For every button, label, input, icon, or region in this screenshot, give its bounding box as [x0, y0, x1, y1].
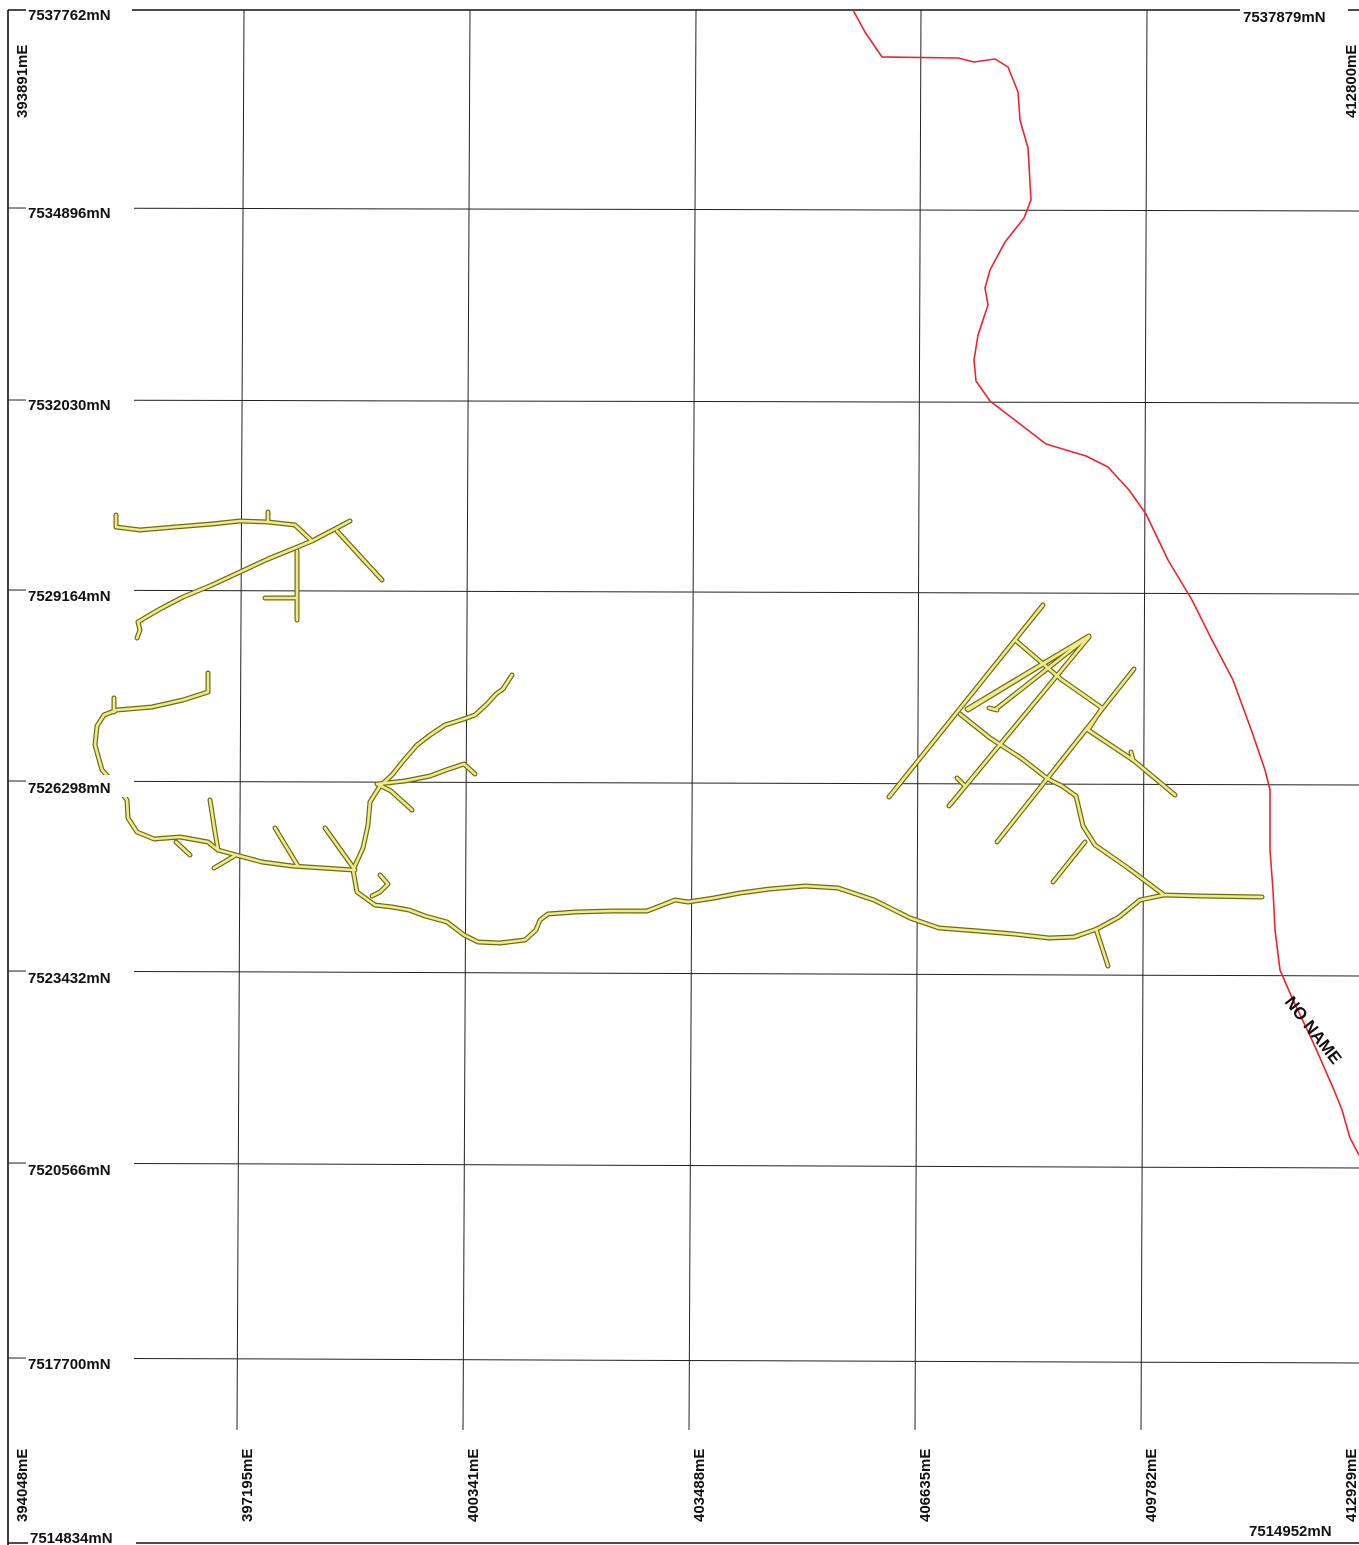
- road-network: [92, 509, 1265, 969]
- northing-label: 7537762mN: [28, 7, 111, 24]
- northing-label: 7517700mN: [28, 1356, 111, 1373]
- easting-top-right: 412800mE: [1343, 45, 1359, 118]
- easting-labels: 393891mE 412800mE 394048mE 397195mE 4003…: [9, 26, 1359, 1524]
- northing-label: 7529164mN: [28, 588, 111, 605]
- northing-label: 7534896mN: [28, 205, 111, 222]
- northing-label: 7520566mN: [28, 1162, 111, 1179]
- northing-label: 7532030mN: [28, 397, 111, 414]
- northing-top-right: 7537879mN: [1243, 9, 1326, 26]
- northing-labels-corners: 7537879mN 7514834mN 7514952mN: [28, 6, 1350, 1545]
- roads-casing: [92, 509, 1265, 969]
- northing-labels-left: 7537762mN 7534896mN 7532030mN 7529164mN …: [26, 2, 134, 1373]
- river-name-label: NO NAME: [1281, 993, 1345, 1068]
- roads-fill: [93, 510, 1264, 968]
- river-line: [852, 9, 1359, 1156]
- northing-grid-lines: [7, 207, 1359, 1364]
- northing-label: 7526298mN: [28, 780, 111, 797]
- easting-bottom-label: 412929mE: [1343, 1449, 1359, 1522]
- easting-bottom-label: 409782mE: [1143, 1449, 1160, 1522]
- easting-bottom-label: 400341mE: [465, 1449, 482, 1522]
- easting-top-left: 393891mE: [14, 45, 31, 118]
- northing-label: 7523432mN: [28, 970, 111, 987]
- easting-grid-lines: [236, 9, 1148, 1431]
- map-frame: [7, 9, 1359, 1545]
- easting-bottom-label: 394048mE: [14, 1449, 31, 1522]
- easting-bottom-label: 403488mE: [691, 1449, 708, 1522]
- northing-bottom-left: 7514834mN: [30, 1530, 113, 1545]
- northing-bottom-right: 7514952mN: [1249, 1523, 1332, 1540]
- easting-bottom-label: 397195mE: [239, 1449, 256, 1522]
- easting-bottom-label: 406635mE: [917, 1449, 934, 1522]
